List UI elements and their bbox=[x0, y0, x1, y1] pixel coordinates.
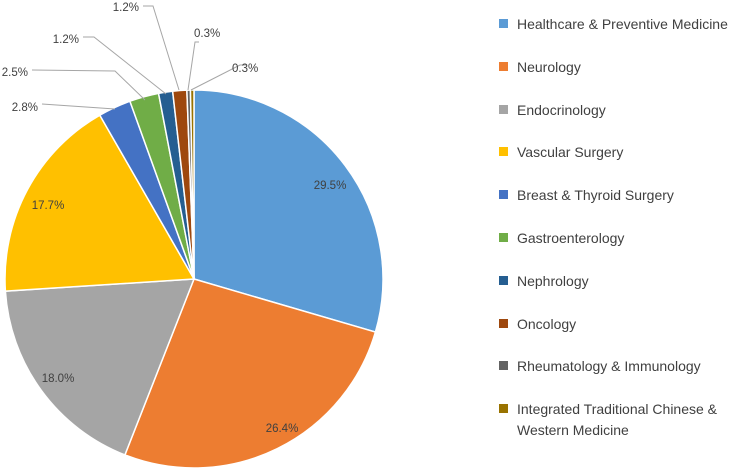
legend-label: Neurology bbox=[517, 58, 581, 75]
legend-label: Nephrology bbox=[517, 272, 589, 289]
pie-slice-healthcare-and-preventive-medicine bbox=[193, 89, 384, 334]
legend-item-nephrology: Nephrology bbox=[499, 271, 749, 292]
leader-line-breast-and-thyroid-surgery bbox=[41, 103, 116, 110]
legend-item-integrated-traditional-chinese-and-western-medicine: Integrated Traditional Chinese & Western… bbox=[499, 399, 749, 441]
leader-line-gastroenterology bbox=[31, 69, 146, 101]
legend-item-endocrinology: Endocrinology bbox=[499, 100, 749, 121]
legend-label: Gastroenterology bbox=[517, 230, 625, 246]
data-label-gastroenterology: 2.5% bbox=[2, 67, 28, 79]
data-label-neurology: 26.4% bbox=[266, 423, 299, 435]
legend-swatch bbox=[499, 19, 508, 28]
legend-swatch bbox=[499, 104, 508, 114]
legend-swatch bbox=[499, 361, 508, 371]
legend-item-gastroenterology: Gastroenterology bbox=[499, 228, 749, 249]
pie-slice-neurology bbox=[123, 278, 377, 469]
legend-item-healthcare-and-preventive-medicine: Healthcare & Preventive Medicine bbox=[499, 14, 749, 35]
legend-swatch bbox=[499, 61, 508, 71]
data-label-rheumatology-and-immunology: 0.3% bbox=[194, 28, 220, 40]
data-label-vascular-surgery: 17.7% bbox=[32, 200, 65, 212]
legend-label: Breast & Thyroid Surgery bbox=[517, 187, 674, 204]
pie-slice-integrated-traditional-chinese-and-western-medicine bbox=[189, 89, 195, 280]
legend-label: Healthcare & Preventive Medicine bbox=[517, 16, 728, 32]
legend-item-rheumatology-and-immunology: Rheumatology & Immunology bbox=[499, 356, 749, 377]
pie-slice-vascular-surgery bbox=[4, 114, 196, 292]
legend-swatch bbox=[499, 275, 508, 285]
data-label-breast-and-thyroid-surgery: 2.8% bbox=[12, 102, 38, 114]
legend-item-breast-and-thyroid-surgery: Breast & Thyroid Surgery bbox=[499, 185, 749, 206]
legend-swatch bbox=[499, 147, 508, 157]
leader-line-integrated-traditional-chinese-and-western-medicine bbox=[190, 64, 247, 91]
legend-swatch bbox=[499, 404, 508, 414]
leader-line-nephrology bbox=[83, 36, 167, 95]
legend-label: Oncology bbox=[517, 315, 577, 332]
legend-item-neurology: Neurology bbox=[499, 57, 749, 78]
data-label-nephrology: 1.2% bbox=[53, 34, 79, 46]
legend-swatch bbox=[499, 233, 508, 242]
data-labels: 29.5% 26.4% 18.0% 17.7% 2.8% 2.5% 1.2% 1.2% 0.3%… bbox=[2, 2, 347, 435]
legend-label: Vascular Surgery bbox=[517, 144, 624, 161]
leader-lines bbox=[31, 5, 247, 110]
legend-label: Rheumatology & Immunology bbox=[517, 358, 701, 375]
leader-line-oncology bbox=[143, 5, 180, 91]
legend-swatch bbox=[499, 318, 508, 328]
legend-item-oncology: Oncology bbox=[499, 314, 749, 335]
legend-swatch bbox=[499, 190, 508, 200]
pie-slice-endocrinology bbox=[4, 278, 196, 456]
legend-label: Endocrinology bbox=[517, 101, 606, 118]
data-label-oncology: 1.2% bbox=[113, 2, 139, 14]
legend-label: Integrated Traditional Chinese & Western… bbox=[517, 401, 718, 439]
pie-slices bbox=[4, 89, 384, 469]
leader-line-rheumatology-and-immunology bbox=[187, 41, 199, 91]
data-label-integrated-traditional-chinese-and-western-medicine: 0.3% bbox=[232, 63, 258, 75]
data-label-healthcare-and-preventive-medicine: 29.5% bbox=[314, 180, 347, 192]
legend-item-vascular-surgery: Vascular Surgery bbox=[499, 142, 749, 163]
data-label-endocrinology: 18.0% bbox=[42, 373, 75, 385]
